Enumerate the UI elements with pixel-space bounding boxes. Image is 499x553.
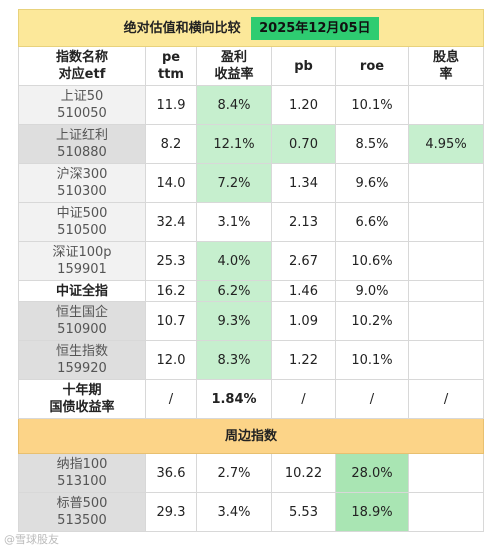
roe-cell: 6.6% [335,202,409,242]
roe-cell: 10.1% [335,340,409,380]
yield-cell: 8.3% [196,340,272,380]
date-badge: 2025年12月05日 [251,16,379,40]
index-name-cell: 纳指100 513100 [18,453,146,493]
col-header-pe: pe ttm [145,46,197,86]
index-name-cell: 深证100p 159901 [18,241,146,281]
roe-cell: 9.0% [335,280,409,302]
index-name-cell: 中证全指 [18,280,146,302]
pe-cell: 25.3 [145,241,197,281]
roe-cell: 8.5% [335,124,409,164]
table-row: 上证50 510050 11.9 8.4% 1.20 10.1% [18,85,485,125]
title-row: 绝对估值和横向比较 2025年12月05日 [17,9,485,47]
pe-cell: 16.2 [145,280,197,302]
div-cell [407,241,485,281]
pe-cell: 32.4 [145,202,197,242]
table-row: 中证全指 16.2 6.2% 1.46 9.0% [18,280,485,302]
pe-cell: 12.0 [145,340,197,380]
section-title: 周边指数 [17,418,485,454]
yield-cell: 6.2% [196,280,272,302]
pb-cell: 5.53 [271,492,336,532]
pb-cell: 2.67 [271,241,336,281]
pe-cell: 10.7 [145,301,197,341]
column-header-row: 指数名称 对应etf pe ttm 盈利 收益率 pb roe 股息率 [18,46,485,86]
table-row: 上证红利 510880 8.2 12.1% 0.70 8.5% 4.95% [18,124,485,164]
pe-cell: 8.2 [145,124,197,164]
table-row: 中证500 510500 32.4 3.1% 2.13 6.6% [18,202,485,242]
pe-cell: / [145,379,197,419]
index-name-cell: 恒生指数 159920 [18,340,146,380]
roe-cell: / [335,379,409,419]
pb-cell: 1.09 [271,301,336,341]
pb-cell: 1.22 [271,340,336,380]
yield-cell: 4.0% [196,241,272,281]
div-cell [407,340,485,380]
pb-cell: 1.34 [271,163,336,203]
yield-cell: 9.3% [196,301,272,341]
div-cell [407,301,485,341]
div-cell [407,85,485,125]
div-cell [407,453,485,493]
roe-cell: 18.9% [335,492,409,532]
table-row: 恒生国企 510900 10.7 9.3% 1.09 10.2% [18,301,485,341]
yield-cell: 7.2% [196,163,272,203]
div-cell [407,163,485,203]
table-title: 绝对估值和横向比较 [123,20,241,36]
table-row: 深证100p 159901 25.3 4.0% 2.67 10.6% [18,241,485,281]
div-cell: / [407,379,485,419]
yield-cell: 1.84% [196,379,272,419]
index-name-cell: 恒生国企 510900 [18,301,146,341]
pe-cell: 11.9 [145,85,197,125]
pb-cell: 1.46 [271,280,336,302]
table-row: 恒生指数 159920 12.0 8.3% 1.22 10.1% [18,340,485,380]
index-name-cell: 中证500 510500 [18,202,146,242]
col-header-pb: pb [271,46,336,86]
yield-cell: 2.7% [196,453,272,493]
index-name-cell: 沪深300 510300 [18,163,146,203]
pb-cell: 2.13 [271,202,336,242]
pb-cell: 0.70 [271,124,336,164]
table-row: 纳指100 513100 36.6 2.7% 10.22 28.0% [18,453,485,493]
yield-cell: 3.4% [196,492,272,532]
table-row: 沪深300 510300 14.0 7.2% 1.34 9.6% [18,163,485,203]
col-header-roe: roe [335,46,409,86]
pb-cell: / [271,379,336,419]
yield-cell: 8.4% [196,85,272,125]
pe-cell: 14.0 [145,163,197,203]
pe-cell: 29.3 [145,492,197,532]
pb-cell: 10.22 [271,453,336,493]
section-header-row: 周边指数 [17,418,485,454]
col-header-name: 指数名称 对应etf [18,46,146,86]
yield-cell: 3.1% [196,202,272,242]
roe-cell: 10.1% [335,85,409,125]
index-name-cell: 标普500 513500 [18,492,146,532]
div-cell: 4.95% [407,124,485,164]
table-title-cell: 绝对估值和横向比较 2025年12月05日 [17,9,485,47]
div-cell [407,202,485,242]
index-name-cell: 上证红利 510880 [18,124,146,164]
col-header-yield: 盈利 收益率 [196,46,272,86]
pe-cell: 36.6 [145,453,197,493]
roe-cell: 10.6% [335,241,409,281]
valuation-table-container: 绝对估值和横向比较 2025年12月05日 指数名称 对应etf pe ttm 盈利… [17,9,485,532]
watermark: @雪球股友 [4,533,59,546]
col-header-div: 股息率 [407,46,485,86]
index-name-cell: 十年期 国债收益率 [18,379,146,419]
roe-cell: 9.6% [335,163,409,203]
bond-yield-row: 十年期 国债收益率 / 1.84% / / / [18,379,485,419]
div-cell [407,280,485,302]
roe-cell: 28.0% [335,453,409,493]
yield-cell: 12.1% [196,124,272,164]
index-name-cell: 上证50 510050 [18,85,146,125]
roe-cell: 10.2% [335,301,409,341]
div-cell [407,492,485,532]
table-row: 标普500 513500 29.3 3.4% 5.53 18.9% [18,492,485,532]
valuation-table: 绝对估值和横向比较 2025年12月05日 指数名称 对应etf pe ttm 盈利… [17,9,485,532]
pb-cell: 1.20 [271,85,336,125]
